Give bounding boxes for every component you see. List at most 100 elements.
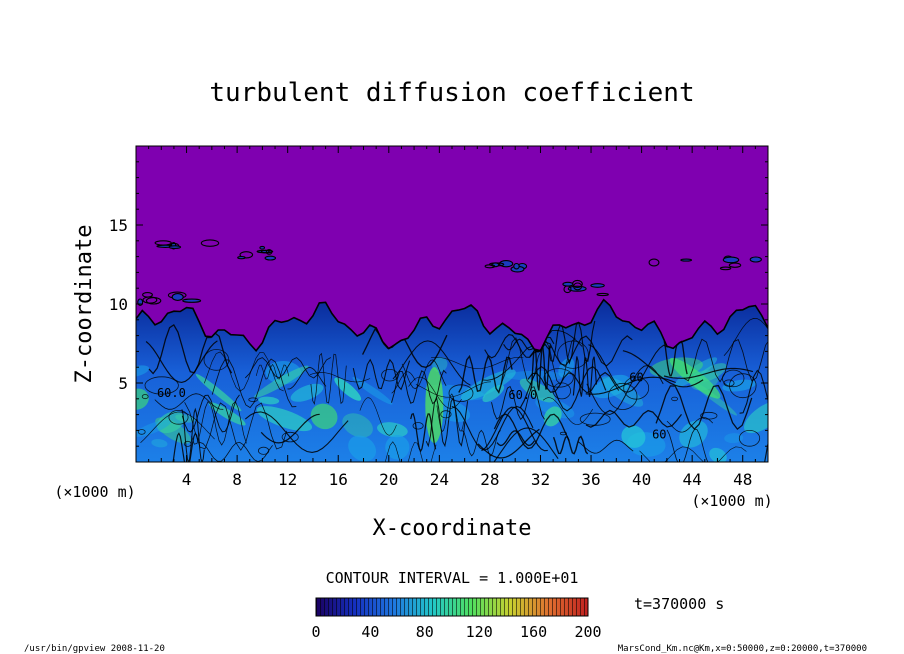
z-axis-label: Z-coordinate — [72, 225, 97, 384]
high-value-patch — [195, 374, 242, 412]
contour-loop — [608, 382, 638, 410]
high-value-patch — [348, 435, 377, 462]
high-value-patch — [689, 370, 719, 391]
high-value-patch — [310, 403, 338, 430]
contour-loop — [557, 340, 589, 369]
boundary-contour — [136, 298, 768, 353]
contour-loop — [183, 440, 192, 447]
high-value-patch — [334, 377, 362, 401]
contour-label: 60 — [652, 427, 666, 441]
high-value-patch — [482, 384, 505, 403]
contour-line — [552, 435, 589, 455]
contour-loop — [552, 382, 572, 400]
x-tick-label: 20 — [379, 470, 398, 489]
contour-loop — [381, 369, 399, 382]
contour-line — [491, 385, 545, 421]
contour-line — [408, 376, 462, 409]
contour-line — [392, 340, 471, 386]
contour-loop — [203, 349, 230, 371]
eddy — [728, 262, 742, 268]
x-tick-label: 44 — [683, 470, 702, 489]
contour-loop — [412, 422, 424, 430]
high-value-patch — [621, 425, 646, 448]
eddy — [484, 264, 496, 269]
contour-lines — [136, 298, 768, 462]
high-value-patch — [256, 406, 313, 432]
colorbar-tick-label: 40 — [361, 623, 379, 641]
high-value-patch — [156, 411, 185, 434]
colorbar-tick-label: 160 — [520, 623, 547, 641]
contour-line — [244, 357, 332, 379]
eddy — [513, 262, 520, 270]
eddy — [142, 292, 153, 298]
contour-line — [588, 344, 668, 393]
contour-line — [663, 367, 754, 379]
x-tick-label: 32 — [531, 470, 550, 489]
contour-line — [181, 394, 240, 433]
contour-line — [410, 412, 437, 453]
x-tick-label: 48 — [733, 470, 752, 489]
eddy — [680, 258, 693, 262]
high-value-patch — [669, 357, 721, 399]
eddy — [239, 251, 254, 259]
contour-line — [529, 335, 633, 367]
eddy — [749, 256, 762, 263]
contour-loop — [257, 446, 270, 455]
contour-line — [415, 381, 492, 398]
z-tick-label: 15 — [109, 216, 128, 235]
z-tick-label: 5 — [118, 374, 128, 393]
x-tick-label: 28 — [480, 470, 499, 489]
high-value-patch — [724, 433, 744, 444]
contour-line — [309, 372, 371, 383]
x-tick-label: 8 — [232, 470, 242, 489]
contour-loop — [623, 376, 650, 400]
contour-label: 60.0 — [508, 388, 537, 402]
plot-area: 60.0 60.0 60 60 — [135, 145, 769, 463]
contour-line — [764, 442, 768, 462]
colorbar: 0 40 80 120 160 200 — [311, 597, 602, 641]
contour-loop — [543, 368, 574, 388]
eddy — [237, 255, 246, 260]
contour-line — [287, 367, 327, 390]
contour-line — [577, 439, 634, 454]
high-value-patch — [377, 422, 408, 438]
contour-label: 60.0 — [157, 386, 186, 400]
contour-line — [255, 363, 290, 380]
contour-label: 60 — [629, 370, 643, 384]
contour-line — [436, 393, 465, 432]
colorbar-tick-label: 0 — [311, 623, 320, 641]
chart-title: turbulent diffusion coefficient — [209, 78, 694, 108]
eddy — [145, 297, 162, 305]
contour-loop — [559, 431, 567, 436]
contour-line — [663, 340, 688, 377]
contour-line — [203, 351, 284, 392]
high-value-patch — [290, 383, 324, 402]
contour-loop — [722, 369, 745, 388]
contour-line — [384, 441, 437, 462]
high-value-patch — [698, 363, 727, 382]
eddy — [265, 249, 273, 255]
contour-line — [244, 411, 349, 453]
contour-line — [586, 365, 664, 415]
contour-line — [191, 400, 247, 446]
contour-line — [461, 429, 501, 457]
contour-line — [585, 376, 676, 395]
contour-loop — [448, 384, 474, 403]
eddy — [200, 239, 220, 247]
contour-line — [481, 406, 548, 452]
eddy — [264, 255, 277, 261]
contour-line — [401, 359, 447, 390]
footer-left: /usr/bin/gpview 2008-11-20 — [24, 644, 165, 654]
contour-labels: 60.0 60.0 60 60 — [157, 370, 667, 441]
x-axis-unit: (×1000 m) — [691, 492, 772, 510]
contour-line — [585, 409, 682, 428]
turbulent-layer: 60.0 60.0 60 60 — [136, 239, 768, 462]
contour-line — [352, 358, 411, 391]
contour-loop — [700, 411, 718, 420]
contour-interval: CONTOUR INTERVAL = 1.000E+01 — [326, 569, 579, 587]
high-value-patch — [385, 435, 410, 460]
eddy — [722, 256, 740, 264]
contour-line — [527, 371, 620, 394]
contour-line — [493, 413, 570, 450]
contour-line — [493, 427, 559, 462]
